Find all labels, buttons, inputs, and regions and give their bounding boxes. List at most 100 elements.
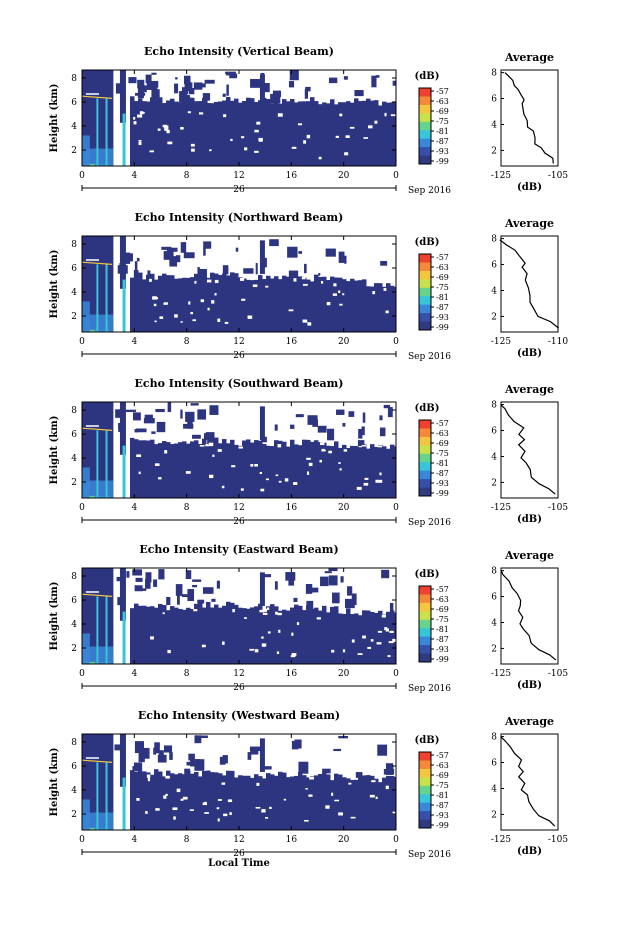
colorbar-swatch: [419, 113, 431, 123]
x-tick-label: 12: [233, 669, 244, 679]
y-tick-label: 4: [71, 620, 77, 630]
y-tick-label: 2: [71, 312, 77, 322]
average-y-tick: 8: [491, 235, 497, 245]
colorbar-tick: -87: [436, 303, 449, 312]
colorbar-swatch: [419, 794, 431, 804]
average-x-tick: -105: [548, 171, 568, 181]
y-tick-label: 6: [71, 98, 77, 108]
colorbar-swatch: [419, 479, 431, 489]
x-tick-label: 0: [393, 171, 399, 181]
x-tick-label: 0: [79, 503, 85, 513]
colorbar-tick: -81: [436, 293, 449, 302]
y-tick-label: 2: [71, 810, 77, 820]
average-frame: [500, 401, 559, 499]
colorbar-tick: -75: [436, 781, 449, 790]
colorbar-tick: -87: [436, 137, 449, 146]
colorbar-swatch: [419, 487, 431, 497]
date-day: 26: [233, 351, 245, 361]
average-y-tick: 4: [491, 452, 497, 462]
x-axis-label: Local Time: [208, 858, 270, 869]
colorbar-tick: -57: [436, 585, 449, 594]
colorbar-unit: (dB): [415, 403, 440, 414]
y-tick-label: 4: [71, 786, 77, 796]
average-y-tick: 8: [491, 69, 497, 79]
average-y-tick: 6: [491, 759, 497, 769]
x-tick-label: 0: [393, 337, 399, 347]
average-profile-line: [500, 570, 557, 661]
colorbar-unit: (dB): [415, 569, 440, 580]
date-day: 26: [233, 185, 245, 195]
average-x-tick: -105: [548, 835, 568, 845]
average-y-tick: 2: [491, 478, 497, 488]
heatmap-field: [82, 568, 396, 664]
average-x-tick: -105: [548, 503, 568, 513]
x-tick-label: 20: [338, 337, 350, 347]
colorbar-swatch: [419, 270, 431, 280]
x-tick-label: 4: [131, 835, 137, 845]
x-tick-label: 4: [131, 337, 137, 347]
date-day: 26: [233, 683, 245, 693]
colorbar-swatch: [419, 628, 431, 638]
y-tick-label: 4: [71, 288, 77, 298]
average-frame: [500, 567, 559, 665]
average-x-tick: -125: [491, 171, 511, 181]
x-tick-label: 16: [286, 669, 298, 679]
colorbar-tick: -81: [436, 127, 449, 136]
colorbar-swatch: [419, 819, 431, 829]
colorbar-tick: -69: [436, 439, 449, 448]
colorbar-swatch: [419, 304, 431, 314]
average-y-tick: 2: [491, 312, 497, 322]
x-tick-label: 8: [184, 669, 190, 679]
colorbar-swatch: [419, 420, 431, 429]
average-x-label: (dB): [517, 680, 542, 691]
colorbar-tick: -81: [436, 791, 449, 800]
colorbar-swatch: [419, 155, 431, 165]
colorbar-swatch: [419, 436, 431, 446]
colorbar-tick: -99: [436, 489, 449, 498]
average-profile-line: [499, 239, 560, 329]
colorbar-swatch: [419, 445, 431, 455]
panel-1: Echo Intensity (Northward Beam) 2 4 6 8 Heigh…: [49, 211, 568, 362]
average-y-tick: 8: [491, 733, 497, 743]
average-y-tick: 4: [491, 286, 497, 296]
colorbar-swatch: [419, 636, 431, 646]
colorbar-swatch: [419, 121, 431, 131]
colorbar-swatch: [419, 594, 431, 604]
colorbar-swatch: [419, 470, 431, 480]
x-tick-label: 12: [233, 503, 244, 513]
colorbar-tick: -81: [436, 625, 449, 634]
heatmap-field: [82, 236, 396, 332]
colorbar-swatch: [419, 428, 431, 438]
average-title: Average: [504, 383, 554, 396]
chart-title: Echo Intensity (Vertical Beam): [144, 45, 334, 58]
colorbar-tick: -93: [436, 147, 449, 156]
colorbar-tick: -57: [436, 87, 449, 96]
average-y-tick: 2: [491, 644, 497, 654]
date-day: 26: [233, 517, 245, 527]
colorbar-swatch: [419, 453, 431, 463]
panel-2: Echo Intensity (Southward Beam) 2 4 6 8 Heigh…: [49, 377, 568, 528]
x-tick-label: 8: [184, 337, 190, 347]
average-y-tick: 4: [491, 120, 497, 130]
average-profile-line: [500, 736, 556, 827]
colorbar-tick: -69: [436, 273, 449, 282]
colorbar-swatch: [419, 645, 431, 655]
y-tick-label: 8: [71, 738, 77, 748]
average-y-tick: 6: [491, 261, 497, 271]
x-tick-label: 0: [79, 669, 85, 679]
average-y-tick: 8: [491, 401, 497, 411]
colorbar-swatch: [419, 279, 431, 289]
colorbar-unit: (dB): [415, 71, 440, 82]
colorbar-tick: -75: [436, 449, 449, 458]
date-suffix: Sep 2016: [408, 684, 451, 694]
average-x-tick: -125: [491, 835, 511, 845]
y-axis-label: Height (km): [49, 416, 60, 485]
average-y-tick: 4: [491, 618, 497, 628]
x-tick-label: 0: [79, 337, 85, 347]
y-tick-label: 6: [71, 264, 77, 274]
colorbar-tick: -63: [436, 97, 449, 106]
colorbar-swatch: [419, 104, 431, 114]
colorbar-tick: -75: [436, 615, 449, 624]
colorbar-swatch: [419, 321, 431, 331]
average-y-tick: 4: [491, 784, 497, 794]
